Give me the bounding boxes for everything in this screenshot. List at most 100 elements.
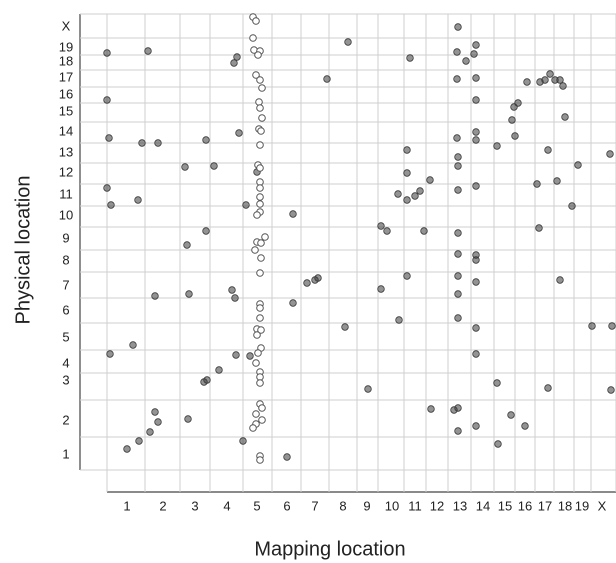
y-tick-label: 5 <box>62 329 69 344</box>
filled-point <box>472 74 480 82</box>
filled-point <box>289 210 297 218</box>
open-point <box>256 304 264 312</box>
x-tick-label: 17 <box>538 498 552 513</box>
filled-point <box>283 453 291 461</box>
x-tick-label: 15 <box>498 498 512 513</box>
filled-point <box>420 227 428 235</box>
y-tick-label: 1 <box>62 446 69 461</box>
open-point <box>256 379 264 387</box>
filled-point <box>151 408 159 416</box>
open-point <box>253 331 261 339</box>
filled-point <box>511 132 519 140</box>
filled-point <box>574 161 582 169</box>
filled-point <box>230 59 238 67</box>
x-tick-label: 10 <box>385 498 399 513</box>
open-point <box>249 34 257 42</box>
open-point <box>255 98 263 106</box>
x-tick-label: 12 <box>430 498 444 513</box>
filled-point <box>454 427 462 435</box>
filled-point <box>494 440 502 448</box>
y-tick-label: 12 <box>59 164 73 179</box>
filled-point <box>184 415 192 423</box>
open-point <box>256 76 264 84</box>
filled-point <box>403 169 411 177</box>
x-tick-label: 11 <box>408 498 422 513</box>
x-axis-title: Mapping location <box>254 538 405 560</box>
x-tick-label: 8 <box>339 498 346 513</box>
filled-point <box>403 196 411 204</box>
open-point <box>256 193 264 201</box>
y-tick-label: 7 <box>62 277 69 292</box>
x-tick-label: 14 <box>476 498 490 513</box>
y-tick-label: 8 <box>62 252 69 267</box>
filled-point <box>103 49 111 57</box>
filled-point <box>472 350 480 358</box>
filled-point <box>233 53 241 61</box>
open-point <box>256 104 264 112</box>
filled-point <box>144 47 152 55</box>
filled-point <box>453 134 461 142</box>
filled-point <box>454 23 462 31</box>
filled-point <box>544 146 552 154</box>
filled-point <box>103 96 111 104</box>
filled-point <box>138 139 146 147</box>
filled-point <box>588 322 596 330</box>
filled-point <box>472 136 480 144</box>
filled-point <box>235 129 243 137</box>
filled-point <box>395 316 403 324</box>
filled-point <box>454 153 462 161</box>
filled-point <box>523 78 531 86</box>
filled-point <box>403 272 411 280</box>
filled-point <box>472 182 480 190</box>
filled-point <box>314 274 322 282</box>
filled-point <box>453 48 461 56</box>
filled-point <box>215 366 223 374</box>
open-point <box>258 404 266 412</box>
filled-point <box>202 227 210 235</box>
x-tick-label: 1 <box>123 498 130 513</box>
y-tick-label: 19 <box>59 39 73 54</box>
filled-point <box>472 256 480 264</box>
y-tick-label: 3 <box>62 372 69 387</box>
filled-point <box>454 272 462 280</box>
filled-point <box>450 406 458 414</box>
filled-point <box>472 41 480 49</box>
open-point <box>256 141 264 149</box>
y-tick-label: 6 <box>62 302 69 317</box>
x-tick-label: 18 <box>558 498 572 513</box>
open-point <box>253 211 261 219</box>
filled-point <box>454 162 462 170</box>
open-point <box>256 314 264 322</box>
filled-point <box>185 290 193 298</box>
filled-point <box>568 202 576 210</box>
filled-point <box>406 54 414 62</box>
x-tick-label: 7 <box>311 498 318 513</box>
y-tick-label: 14 <box>59 123 73 138</box>
y-tick-label: X <box>62 18 71 33</box>
filled-point <box>472 278 480 286</box>
filled-point <box>472 96 480 104</box>
filled-point <box>134 196 142 204</box>
open-point <box>254 349 262 357</box>
filled-point <box>546 70 554 78</box>
open-point <box>254 51 262 59</box>
filled-point <box>323 75 331 83</box>
y-tick-label: 2 <box>62 412 69 427</box>
filled-point <box>607 386 615 394</box>
filled-point <box>507 411 515 419</box>
filled-point <box>103 184 111 192</box>
open-point <box>252 359 260 367</box>
filled-point <box>472 324 480 332</box>
filled-point <box>106 350 114 358</box>
filled-point <box>232 351 240 359</box>
filled-point <box>427 405 435 413</box>
filled-point <box>364 385 372 393</box>
filled-point <box>561 113 569 121</box>
filled-point <box>303 279 311 287</box>
open-point <box>257 239 265 247</box>
filled-point <box>239 437 247 445</box>
filled-point <box>154 418 162 426</box>
x-tick-label: 9 <box>363 498 370 513</box>
